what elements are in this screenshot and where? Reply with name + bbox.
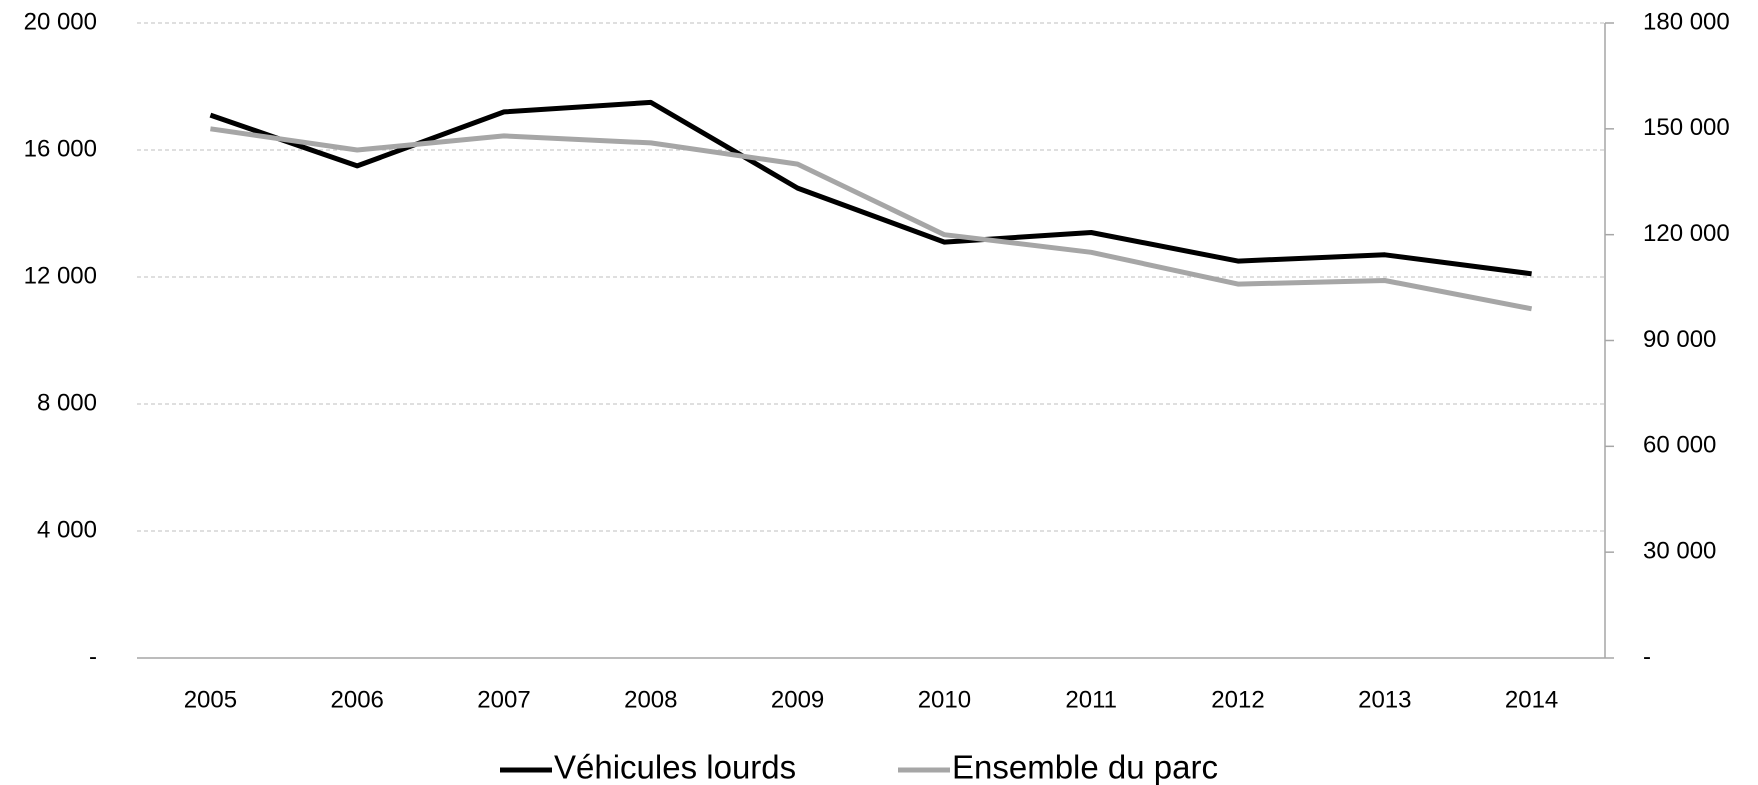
series-line [209, 99, 1532, 277]
y2-tick-label: 60 000 [1643, 432, 1716, 459]
y-tick-label: - [89, 643, 97, 670]
y2-tick-label: - [1643, 643, 1651, 670]
x-tick-label: 2009 [771, 686, 824, 713]
y2-tick-label: 30 000 [1643, 538, 1716, 565]
x-tick-label: 2010 [918, 686, 971, 713]
x-tick-label: 2005 [184, 686, 237, 713]
y2-tick-label: 150 000 [1643, 114, 1730, 141]
y-tick-label: 8 000 [37, 389, 97, 416]
legend-label: Ensemble du parc [952, 749, 1218, 785]
x-tick-label: 2011 [1065, 686, 1117, 713]
y2-tick-label: 180 000 [1643, 8, 1730, 35]
series-line [210, 126, 1533, 312]
x-tick-label: 2008 [624, 686, 677, 713]
y-tick-label: 4 000 [37, 516, 97, 543]
y-tick-label: 12 000 [24, 262, 97, 289]
x-tick-label: 2006 [331, 686, 384, 713]
y2-tick-label: 120 000 [1643, 220, 1730, 247]
x-tick-label: 2014 [1505, 686, 1558, 713]
legend-label: Véhicules lourds [554, 749, 796, 785]
x-tick-label: 2013 [1358, 686, 1411, 713]
y-tick-label: 20 000 [24, 8, 97, 35]
x-tick-label: 2007 [477, 686, 530, 713]
y2-tick-label: 90 000 [1643, 326, 1716, 353]
y-tick-label: 16 000 [24, 135, 97, 162]
x-tick-label: 2012 [1211, 686, 1264, 713]
